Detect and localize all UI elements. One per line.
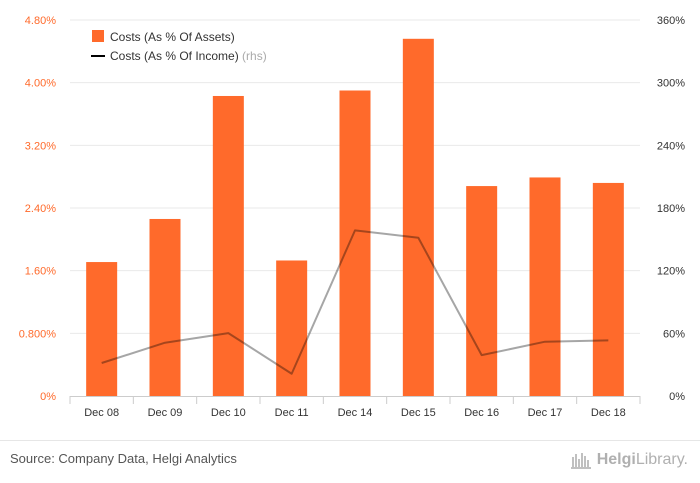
line-series bbox=[101, 229, 609, 375]
x-tick-label: Dec 17 bbox=[528, 407, 563, 419]
bar bbox=[592, 182, 624, 396]
axes: 0% 0% 0.800% 60% 1.60% 120% 2.40% 180% 3.20% 240%… bbox=[19, 15, 686, 419]
right-tick-label: 240% bbox=[657, 140, 685, 152]
library-icon bbox=[570, 453, 591, 469]
bar bbox=[466, 186, 498, 396]
bar bbox=[212, 95, 244, 396]
line-point bbox=[418, 237, 419, 238]
line-point bbox=[545, 341, 546, 342]
legend-label-assets: Costs (As % Of Assets) bbox=[110, 30, 235, 44]
right-tick-label: 0% bbox=[669, 391, 685, 403]
legend[interactable]: Costs (As % Of Assets) Costs (As % Of Inc… bbox=[91, 30, 267, 63]
x-tick-label: Dec 16 bbox=[464, 407, 499, 419]
bar bbox=[529, 177, 561, 396]
x-tick-label: Dec 15 bbox=[401, 407, 436, 419]
left-tick-label: 0% bbox=[40, 391, 56, 403]
line-point bbox=[291, 373, 292, 374]
bar bbox=[339, 90, 371, 396]
x-tick-label: Dec 09 bbox=[148, 407, 183, 419]
bar bbox=[149, 218, 181, 396]
left-tick-label: 0.800% bbox=[19, 328, 57, 340]
right-tick-label: 120% bbox=[657, 266, 685, 278]
bar-series bbox=[86, 38, 624, 397]
right-tick-label: 60% bbox=[663, 328, 685, 340]
legend-rhs-suffix: (rhs) bbox=[242, 49, 267, 63]
left-tick-label: 1.60% bbox=[25, 266, 56, 278]
x-tick-label: Dec 14 bbox=[338, 407, 373, 419]
income-ratio-line bbox=[101, 229, 609, 375]
bar bbox=[276, 260, 308, 396]
chart: 0% 0% 0.800% 60% 1.60% 120% 2.40% 180% 3.20% 240%… bbox=[19, 15, 686, 419]
line-point bbox=[165, 342, 166, 343]
x-tick-label: Dec 10 bbox=[211, 407, 246, 419]
helgi-library-logo[interactable]: HelgiLibrary. bbox=[570, 450, 688, 470]
x-tick-label: Dec 08 bbox=[84, 407, 119, 419]
line-point bbox=[481, 355, 482, 356]
legend-swatch-bar bbox=[92, 30, 104, 42]
footer: Source: Company Data, Helgi Analytics He… bbox=[0, 440, 700, 483]
right-tick-label: 180% bbox=[657, 203, 685, 215]
left-tick-label: 3.20% bbox=[25, 140, 56, 152]
left-tick-label: 4.00% bbox=[25, 78, 56, 90]
bar bbox=[86, 262, 118, 396]
left-tick-label: 4.80% bbox=[25, 15, 56, 27]
x-tick-label: Dec 11 bbox=[275, 407, 309, 419]
left-tick-label: 2.40% bbox=[25, 203, 56, 215]
line-point bbox=[355, 230, 356, 231]
right-tick-label: 360% bbox=[657, 15, 685, 27]
source-note: Source: Company Data, Helgi Analytics bbox=[10, 451, 237, 466]
line-point bbox=[608, 340, 609, 341]
line-point bbox=[228, 333, 229, 334]
bar bbox=[402, 38, 434, 397]
right-tick-label: 300% bbox=[657, 78, 685, 90]
line-point bbox=[101, 362, 102, 363]
legend-label-income: Costs (As % Of Income) (rhs) bbox=[110, 49, 267, 63]
x-tick-label: Dec 18 bbox=[591, 407, 626, 419]
logo-text: HelgiLibrary. bbox=[596, 451, 688, 468]
